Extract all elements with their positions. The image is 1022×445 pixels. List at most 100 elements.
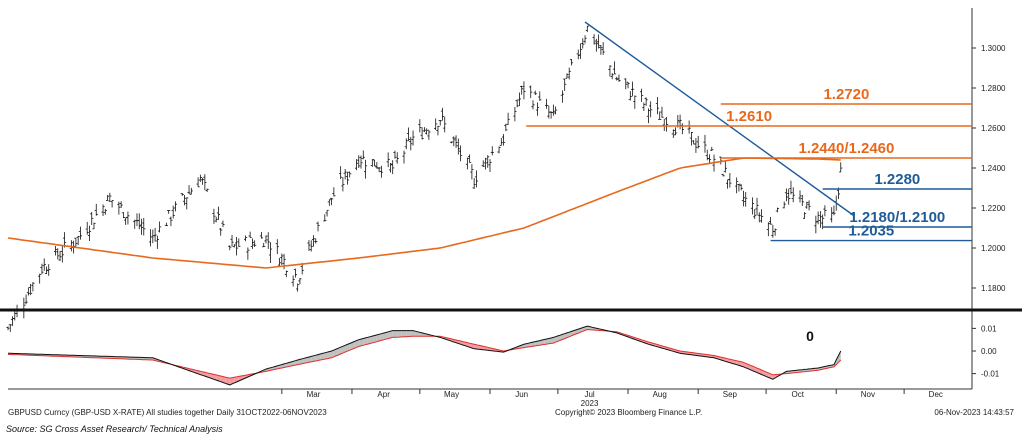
price-bar <box>560 90 565 103</box>
osc-fill-segment <box>227 377 230 385</box>
price-bar <box>578 43 583 59</box>
osc-fill-segment <box>354 340 357 349</box>
price-bar <box>234 236 239 256</box>
osc-fill-segment <box>761 369 764 376</box>
osc-fill-segment <box>399 330 402 338</box>
osc-fill-segment <box>315 354 319 361</box>
level-label: 1.2610 <box>726 108 772 125</box>
price-bar <box>314 238 318 244</box>
price-bar <box>597 34 601 49</box>
level-label: 1.2720 <box>823 86 869 103</box>
price-bar <box>232 244 236 248</box>
price-bar <box>409 136 413 151</box>
price-bar <box>78 226 83 240</box>
price-bar <box>386 152 390 168</box>
price-bar <box>664 116 669 132</box>
price-bar <box>53 245 58 256</box>
osc-fill-segment <box>566 332 570 338</box>
price-bar <box>264 235 268 244</box>
osc-fill-segment <box>553 336 556 344</box>
osc-fill-segment <box>480 345 484 350</box>
osc-fill-segment <box>838 351 841 363</box>
osc-fill-segment <box>313 355 316 362</box>
osc-fill-segment <box>336 348 339 356</box>
price-bar <box>633 95 637 109</box>
osc-fill-segment <box>573 329 576 335</box>
osc-fill-segment <box>299 358 303 365</box>
price-bar <box>24 294 28 305</box>
osc-fill-segment <box>288 361 291 367</box>
price-bar <box>47 264 51 276</box>
price-bar <box>707 154 712 165</box>
osc-fill-segment <box>483 346 486 351</box>
price-bar <box>92 222 96 230</box>
osc-fill-segment <box>419 332 423 337</box>
osc-fill-segment <box>218 375 221 382</box>
osc-fill-segment <box>376 334 380 342</box>
osc-fill-segment <box>392 330 395 338</box>
price-bar <box>101 204 105 216</box>
price-bar <box>201 177 205 185</box>
x-month-label: May <box>444 390 459 399</box>
price-y-tick-label: 1.2400 <box>981 164 1006 173</box>
price-bar <box>361 150 365 160</box>
price-bar <box>490 146 494 156</box>
osc-fill-segment <box>324 352 328 360</box>
osc-fill-segment <box>318 354 321 361</box>
price-bar <box>839 162 843 173</box>
osc-fill-segment <box>340 346 343 355</box>
osc-fill-segment <box>338 347 341 355</box>
price-bar <box>569 58 574 66</box>
price-bar <box>153 228 157 242</box>
osc-fill-segment <box>390 330 393 339</box>
price-bar <box>105 194 110 201</box>
osc-fill-segment <box>213 374 217 381</box>
price-bar <box>628 91 632 101</box>
osc-annotation: 0 <box>806 328 814 344</box>
level-label: 1.2035 <box>848 223 894 240</box>
price-bar <box>784 188 789 202</box>
price-bar <box>782 201 786 209</box>
price-bar <box>277 257 282 266</box>
price-bar <box>268 242 273 263</box>
osc-fill-segment <box>523 343 527 348</box>
osc-fill-segment <box>401 330 405 337</box>
osc-fill-segment <box>408 330 411 337</box>
osc-fill-segment <box>222 376 226 384</box>
osc-fill-segment <box>308 356 312 363</box>
price-bar <box>567 67 571 80</box>
price-bar <box>343 169 347 180</box>
osc-fill-segment <box>234 376 237 383</box>
price-bar <box>29 283 33 296</box>
osc-fill-segment <box>732 359 735 365</box>
price-bars <box>6 25 843 332</box>
price-bar <box>658 111 662 120</box>
price-bar <box>470 164 474 180</box>
osc-fill-segment <box>232 377 235 384</box>
price-bar <box>759 209 764 223</box>
osc-fill-segment <box>286 362 289 367</box>
price-bar <box>219 227 223 236</box>
osc-fill-segment <box>347 343 350 352</box>
osc-fill-segment <box>361 338 364 346</box>
price-bar <box>456 138 460 155</box>
osc-fill-segment <box>207 372 210 378</box>
osc-fill-segment <box>367 336 371 345</box>
osc-fill-segment <box>471 343 475 349</box>
osc-fill-segment <box>284 363 287 368</box>
osc-fill-segment <box>374 334 377 343</box>
price-y-tick-label: 1.2800 <box>981 84 1006 93</box>
price-bar <box>180 193 184 196</box>
osc-fill-segment <box>311 355 314 362</box>
osc-fill-segment <box>331 350 334 358</box>
price-bar <box>757 212 761 223</box>
price-bar <box>291 275 295 287</box>
price-bar <box>755 197 759 216</box>
osc-fill-segment <box>383 332 386 340</box>
osc-signal-line <box>7 328 842 379</box>
price-bar <box>800 194 804 206</box>
price-y-tick-label: 1.3000 <box>981 44 1006 53</box>
price-bar <box>244 235 248 242</box>
price-bar <box>807 200 811 211</box>
